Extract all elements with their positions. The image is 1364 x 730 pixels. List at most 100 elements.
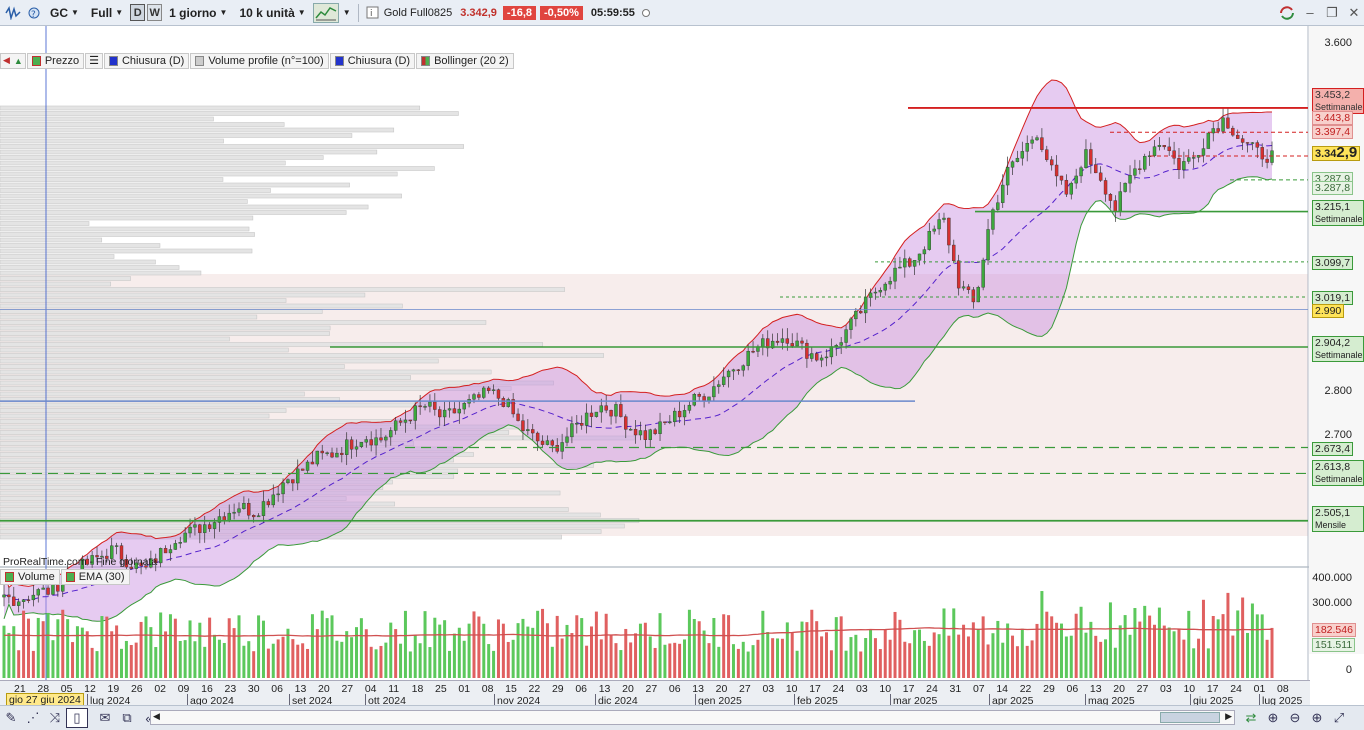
volume-bar [751,645,755,678]
volume-bar [722,614,726,678]
volume-profile-bar [0,116,214,122]
price-level-label: 3.342,9 [1312,145,1361,161]
volume-bar [922,640,926,678]
volume-bar [1172,631,1176,678]
restore-icon[interactable]: ❐ [1326,4,1338,20]
candle-body [922,249,927,255]
windows-icon[interactable]: ⧉ [122,710,132,725]
refresh-icon[interactable] [1276,5,1298,21]
legend-close-d-2[interactable]: Chiusura (D) [329,52,416,69]
swap-icon[interactable]: ⇄ [1245,710,1257,725]
volume-bar [869,629,873,678]
close-icon[interactable]: ✕ [1348,4,1360,20]
volume-bar [550,646,554,678]
price-level-value: 3.099,7 [1315,257,1351,269]
volume-bar [1030,640,1034,678]
price-tick: 2.700 [1324,428,1352,441]
share-icon[interactable]: ⤨ [49,710,61,725]
legend-list[interactable]: ☰ [85,52,103,69]
scroll-left-icon[interactable]: ◀ [153,711,160,721]
scroll-thumb[interactable] [1160,712,1220,723]
candle-body [1191,157,1196,159]
x-day-label: 28 [37,683,50,695]
scroll-right-icon[interactable]: ▶ [1225,711,1232,721]
zoom-out-icon[interactable]: ⊖ [1289,710,1301,725]
volume-bar [780,638,784,678]
candle-body [800,340,804,344]
candle-body [854,310,858,320]
chart-canvas[interactable] [0,26,1364,706]
candle-body [1211,128,1215,134]
volume-bar [1187,610,1191,678]
volume-bar [110,631,114,678]
legend-ema[interactable]: EMA (30) [60,569,130,585]
link-icon[interactable]: ? [25,6,43,20]
candle-body [991,209,995,230]
x-day-label: 07 [972,683,985,695]
volume-bar [883,629,887,678]
volume-bar [560,638,564,678]
draw-tools-icon[interactable]: ⋰ [26,710,40,725]
nav-arrows[interactable]: ◀ ▲ [0,52,26,69]
layout-icon[interactable]: ▯ [66,708,88,728]
arrow-left-icon[interactable]: ◀ [3,55,10,65]
candle-body [496,389,501,399]
volume-bar [389,622,393,678]
candle-body [1103,180,1108,195]
legend-price[interactable]: Prezzo [26,52,85,69]
candle-body [741,365,745,371]
candle-body [16,601,21,606]
candle-body [535,432,540,442]
candle-body [692,394,697,406]
change-pct-badge: -0,50% [540,5,583,20]
zoom-fit-icon[interactable]: ⊕ [1267,710,1279,725]
candle-body [198,524,202,533]
info-icon[interactable]: i [364,6,382,19]
legend-close-d[interactable]: Chiusura (D) [103,52,190,69]
volume-bar [541,608,545,678]
volume-profile-bar [0,369,492,375]
candle-body [442,409,447,418]
price-level-label: 2.990 [1312,304,1345,318]
volume-bar [320,610,324,678]
candle-body [193,524,197,528]
chevron-down-icon[interactable]: ▼ [342,8,351,17]
daily-button[interactable]: D [130,4,146,21]
chart-area[interactable]: ◀ ▲ Prezzo ☰ Chiusura (D) Volume profile… [0,26,1364,707]
expand-icon[interactable]: ⤢ [1333,710,1345,725]
volume-bar [1206,648,1210,678]
mode-dropdown[interactable]: Full ▼ [90,5,124,20]
candle-body [330,452,334,458]
message-icon[interactable]: ✉ [99,710,111,725]
chart-type-icon[interactable] [312,2,339,23]
minimize-icon[interactable]: – [1306,5,1314,20]
legend-bollinger[interactable]: Bollinger (20 2) [416,52,514,69]
candle-body [12,596,16,606]
legend-volume[interactable]: Volume [0,569,60,585]
candle-body [575,422,579,425]
horizontal-scrollbar[interactable]: ◀ ▶ [150,710,1235,725]
price-level-label: 3.099,7 [1312,256,1354,270]
symbol-dropdown[interactable]: GC ▼ [50,5,79,20]
pencil-icon[interactable]: ✎ [5,710,17,725]
scroll-start-icon[interactable]: « [145,710,153,726]
arrow-up-icon[interactable]: ▲ [13,55,23,66]
candle-body [389,430,393,438]
legend-label: Chiusura (D) [121,54,185,67]
legend-volume-profile[interactable]: Volume profile (n°=100) [190,52,329,69]
units-dropdown[interactable]: 10 k unità ▼ [239,5,306,20]
candle-body [232,512,236,514]
timeframe-dropdown[interactable]: 1 giorno ▼ [169,5,228,20]
waveform-icon[interactable] [3,5,23,20]
volume-bar [198,622,202,678]
status-circle-icon [641,8,651,18]
volume-bar [653,647,657,678]
volume-bar [203,646,207,678]
zoom-in-icon[interactable]: ⊕ [1311,710,1323,725]
candle-body [271,494,275,506]
x-day-label: 06 [668,683,681,695]
candle-body [952,244,956,261]
time-axis[interactable]: 21 28 05 12 19 26 02 09 16 23 30 06 13 20 27 04 11 18 25 01… [0,680,1310,707]
volume-bar [1064,636,1068,678]
weekly-button[interactable]: W [147,4,163,21]
